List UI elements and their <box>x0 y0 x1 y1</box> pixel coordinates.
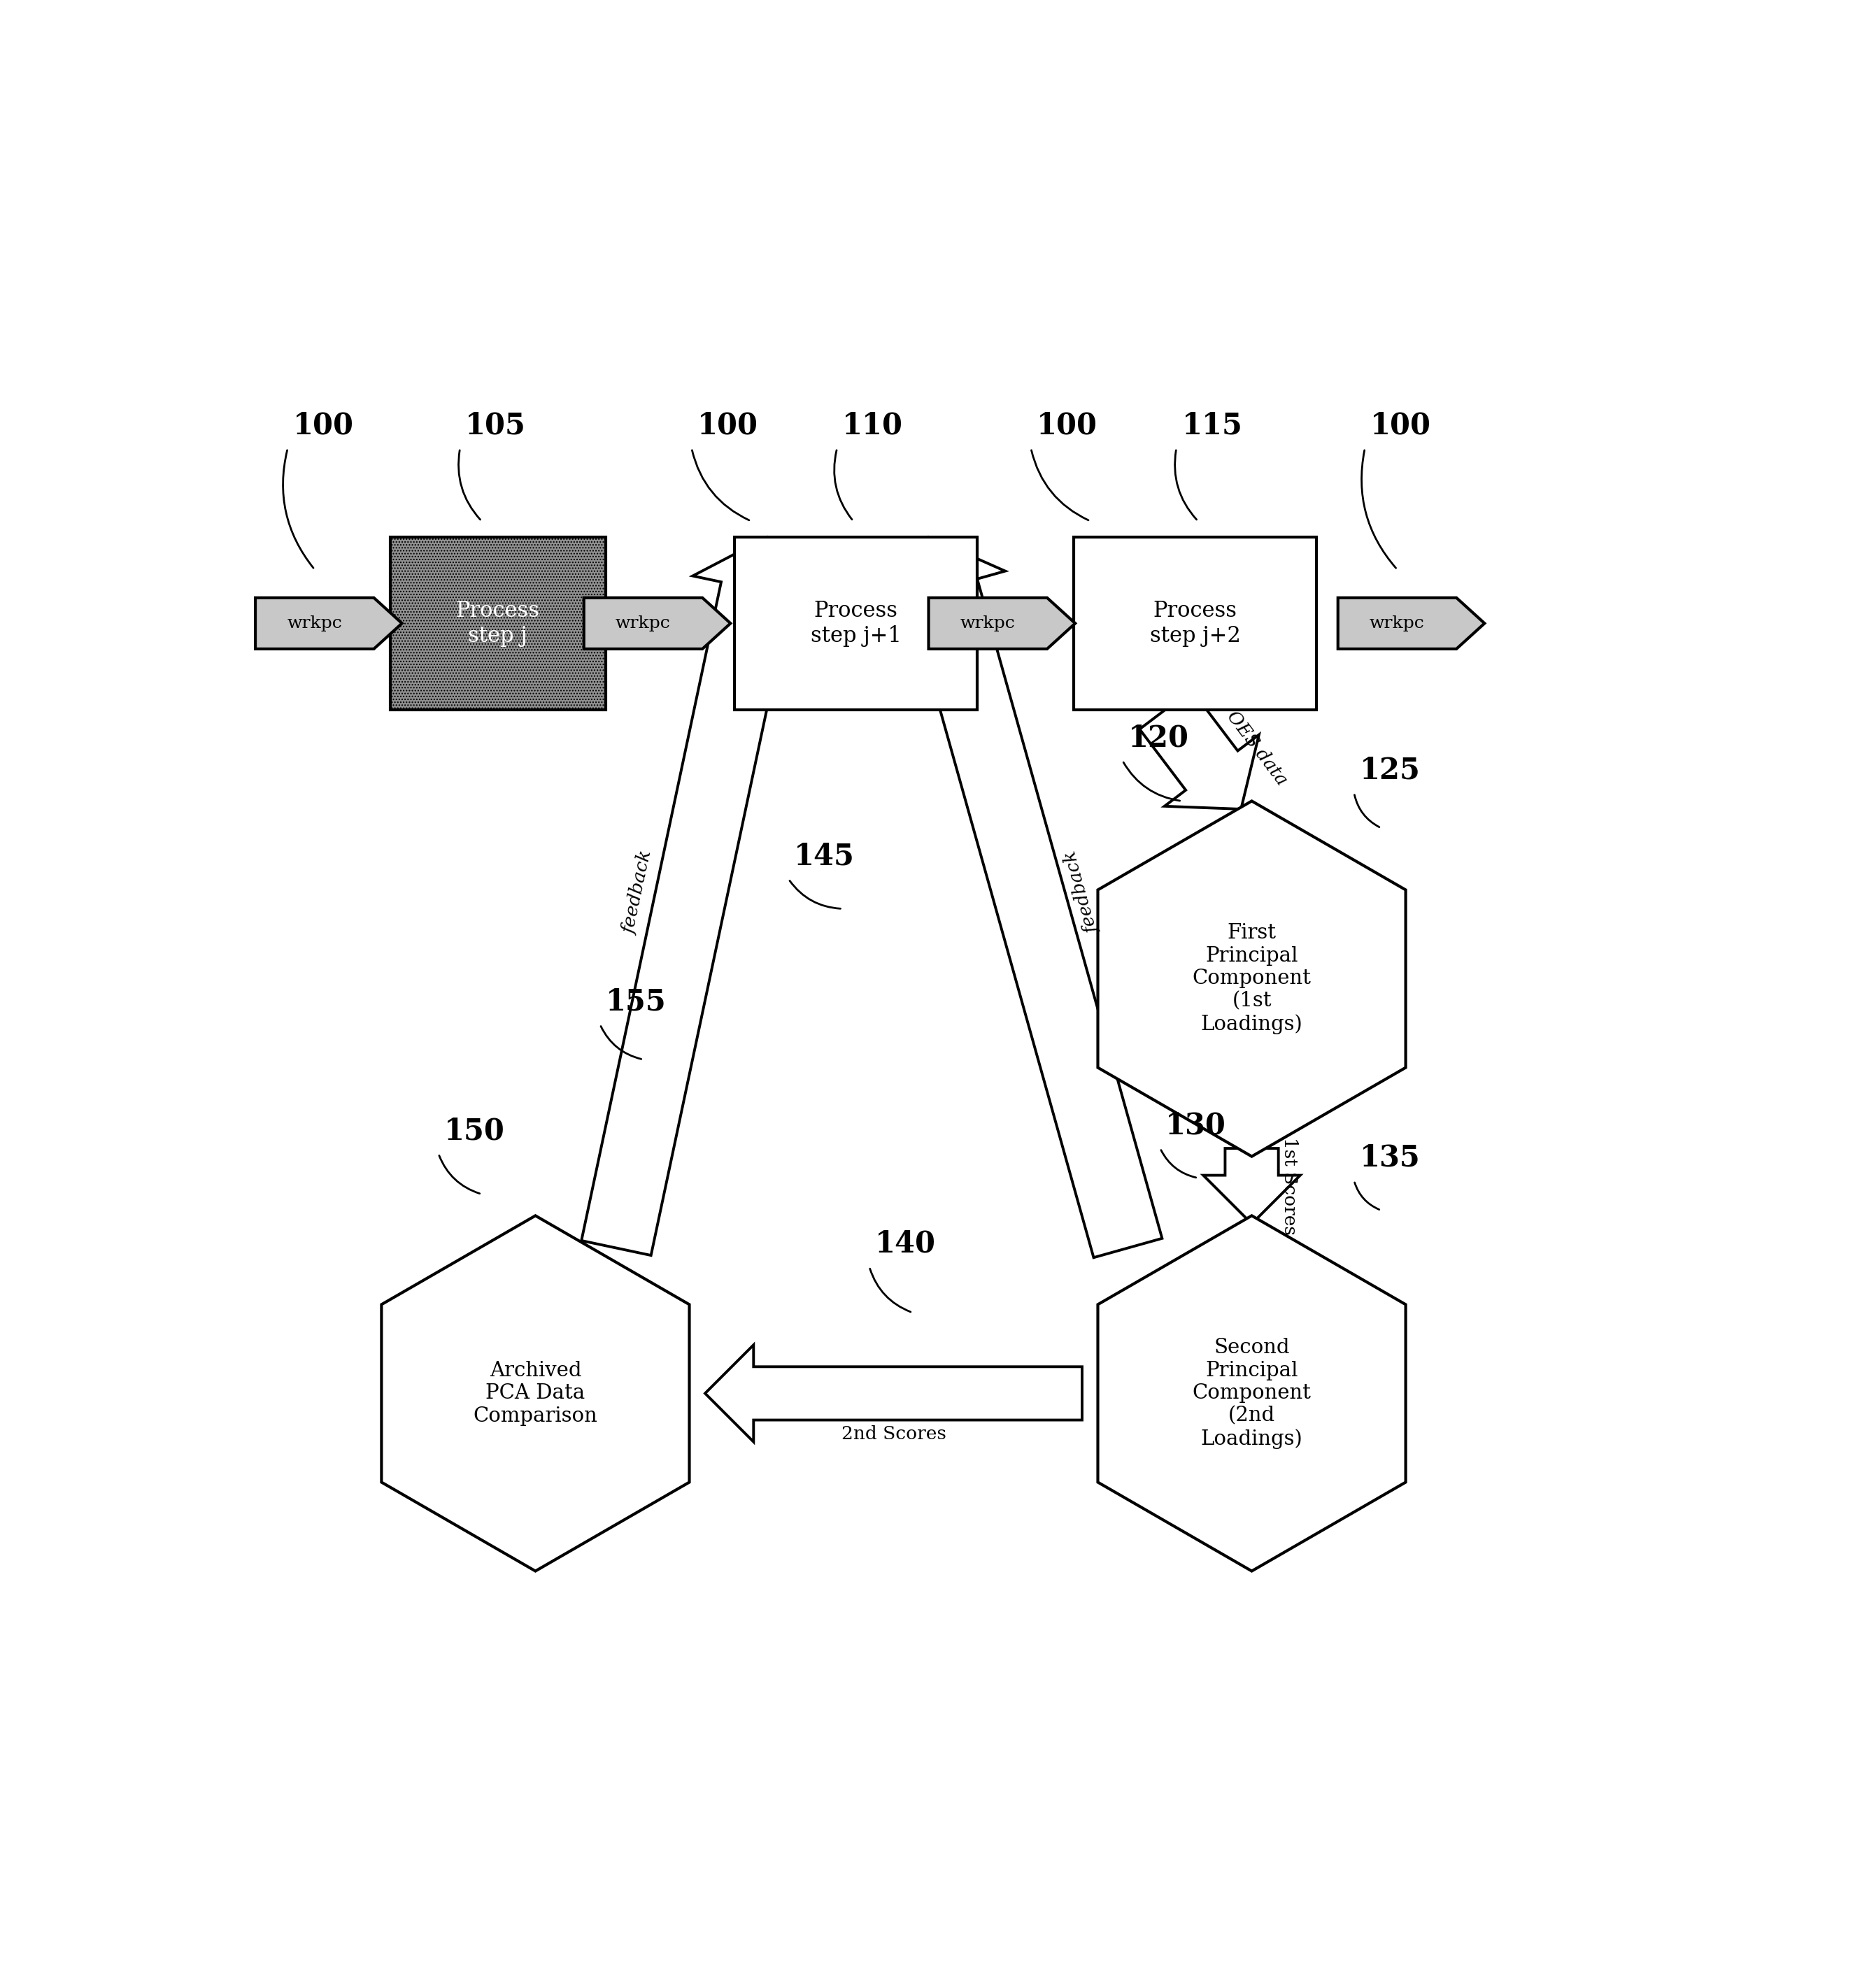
Text: 130: 130 <box>1165 1111 1227 1141</box>
Text: wrkpc: wrkpc <box>1369 615 1424 631</box>
Text: 125: 125 <box>1360 755 1420 785</box>
FancyBboxPatch shape <box>390 538 606 710</box>
FancyBboxPatch shape <box>735 538 977 710</box>
FancyBboxPatch shape <box>1075 538 1317 710</box>
Text: Process
step j: Process step j <box>456 599 540 646</box>
Text: 100: 100 <box>293 411 355 441</box>
Text: 110: 110 <box>842 411 902 441</box>
Text: 105: 105 <box>465 411 525 441</box>
Polygon shape <box>1338 597 1484 648</box>
Text: 100: 100 <box>698 411 758 441</box>
Polygon shape <box>929 597 1075 648</box>
Text: Second
Principal
Component
(2nd
Loadings): Second Principal Component (2nd Loadings… <box>1193 1338 1311 1449</box>
Polygon shape <box>1139 690 1259 809</box>
Polygon shape <box>381 1216 688 1572</box>
Polygon shape <box>1097 1216 1405 1572</box>
Polygon shape <box>583 597 730 648</box>
Polygon shape <box>1203 1149 1300 1224</box>
Text: 120: 120 <box>1127 724 1189 753</box>
Polygon shape <box>880 538 1161 1257</box>
Text: First
Principal
Component
(1st
Loadings): First Principal Component (1st Loadings) <box>1193 923 1311 1034</box>
Text: feedback: feedback <box>1062 850 1101 935</box>
Polygon shape <box>705 1344 1082 1441</box>
Text: Process
step j+1: Process step j+1 <box>810 599 900 646</box>
Text: 150: 150 <box>445 1117 505 1145</box>
Text: Archived
PCA Data
Comparison: Archived PCA Data Comparison <box>473 1360 598 1425</box>
Text: wrkpc: wrkpc <box>961 615 1015 631</box>
Text: feedback: feedback <box>621 850 655 935</box>
Text: 145: 145 <box>794 842 855 872</box>
Text: 1st Scores: 1st Scores <box>1281 1137 1298 1236</box>
Polygon shape <box>582 538 820 1255</box>
Text: 2nd Scores: 2nd Scores <box>840 1425 946 1443</box>
Text: OES data: OES data <box>1223 708 1291 789</box>
Text: wrkpc: wrkpc <box>287 615 341 631</box>
Text: Process
step j+2: Process step j+2 <box>1150 599 1240 646</box>
Text: 135: 135 <box>1360 1143 1420 1172</box>
Polygon shape <box>1097 801 1405 1157</box>
Text: 100: 100 <box>1369 411 1431 441</box>
Text: 140: 140 <box>874 1230 936 1259</box>
Polygon shape <box>255 597 401 648</box>
Text: wrkpc: wrkpc <box>615 615 672 631</box>
Text: 155: 155 <box>606 987 666 1016</box>
Text: 100: 100 <box>1036 411 1097 441</box>
Text: 115: 115 <box>1182 411 1242 441</box>
